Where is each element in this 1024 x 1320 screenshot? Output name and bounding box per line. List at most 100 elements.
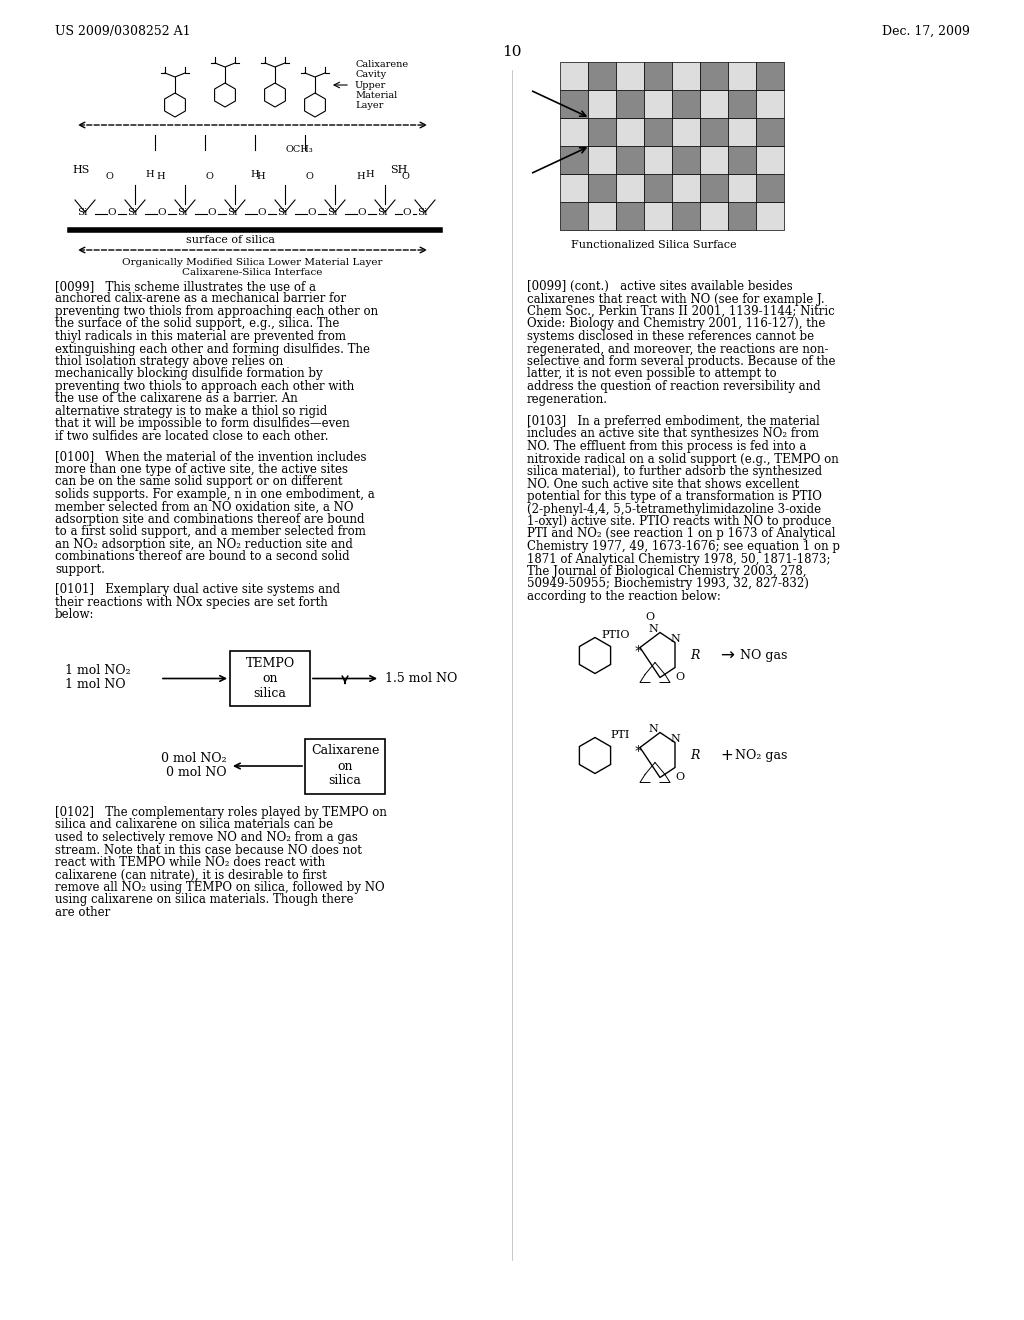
Text: N: N	[648, 624, 657, 635]
Text: Si: Si	[127, 209, 137, 216]
Text: TEMPO
on
silica: TEMPO on silica	[246, 657, 295, 700]
Text: 0 mol NO₂: 0 mol NO₂	[162, 752, 227, 766]
Bar	[560, 147, 588, 174]
FancyBboxPatch shape	[230, 651, 310, 706]
Text: [0100]   When the material of the invention includes: [0100] When the material of the inventio…	[55, 450, 367, 463]
Text: NO. One such active site that shows excellent: NO. One such active site that shows exce…	[527, 478, 799, 491]
Text: includes an active site that synthesizes NO₂ from: includes an active site that synthesizes…	[527, 428, 819, 441]
Text: [0099] (cont.)   active sites available besides: [0099] (cont.) active sites available be…	[527, 280, 793, 293]
Text: N: N	[648, 725, 657, 734]
Bar	[672, 117, 700, 147]
Bar	[672, 147, 700, 174]
Text: O: O	[206, 172, 214, 181]
Text: extinguishing each other and forming disulfides. The: extinguishing each other and forming dis…	[55, 342, 370, 355]
Bar	[700, 202, 728, 230]
Text: can be on the same solid support or on different: can be on the same solid support or on d…	[55, 475, 342, 488]
Text: H: H	[156, 172, 165, 181]
Bar	[700, 62, 728, 90]
Text: Chemistry 1977, 49, 1673-1676; see equation 1 on p: Chemistry 1977, 49, 1673-1676; see equat…	[527, 540, 840, 553]
Text: SH: SH	[390, 165, 408, 176]
Text: potential for this type of a transformation is PTIO: potential for this type of a transformat…	[527, 490, 822, 503]
Text: O: O	[306, 172, 314, 181]
Text: OCH₃: OCH₃	[285, 145, 312, 154]
Bar	[588, 90, 616, 117]
Text: O: O	[645, 612, 654, 623]
FancyBboxPatch shape	[305, 738, 385, 793]
Text: Si: Si	[377, 209, 387, 216]
Text: H: H	[356, 172, 365, 181]
Bar	[644, 202, 672, 230]
Bar	[728, 62, 756, 90]
Bar	[700, 117, 728, 147]
Text: O: O	[401, 172, 409, 181]
Text: latter, it is not even possible to attempt to: latter, it is not even possible to attem…	[527, 367, 776, 380]
Text: more than one type of active site, the active sites: more than one type of active site, the a…	[55, 463, 348, 477]
Text: PTI: PTI	[610, 730, 630, 739]
Bar	[672, 174, 700, 202]
Text: Calixarene
Cavity
Upper
Material
Layer: Calixarene Cavity Upper Material Layer	[355, 59, 409, 111]
Text: Si: Si	[177, 209, 187, 216]
Text: systems disclosed in these references cannot be: systems disclosed in these references ca…	[527, 330, 814, 343]
Text: Chem Soc., Perkin Trans II 2001, 1139-1144; Nitric: Chem Soc., Perkin Trans II 2001, 1139-11…	[527, 305, 835, 318]
Text: Organically Modified Silica Lower Material Layer
Calixarene-Silica Interface: Organically Modified Silica Lower Materi…	[122, 257, 382, 277]
Bar	[560, 117, 588, 147]
Text: 1 mol NO: 1 mol NO	[65, 678, 126, 690]
Text: calixarene (can nitrate), it is desirable to first: calixarene (can nitrate), it is desirabl…	[55, 869, 327, 882]
Text: Si: Si	[77, 209, 87, 216]
Bar	[700, 90, 728, 117]
Text: O: O	[675, 672, 684, 682]
Text: Dec. 17, 2009: Dec. 17, 2009	[882, 25, 970, 38]
Text: O: O	[106, 209, 116, 216]
Bar	[616, 147, 644, 174]
Bar	[756, 117, 784, 147]
Text: [0101]   Exemplary dual active site systems and: [0101] Exemplary dual active site system…	[55, 583, 340, 597]
Bar	[728, 202, 756, 230]
Text: [0102]   The complementary roles played by TEMPO on: [0102] The complementary roles played by…	[55, 807, 387, 818]
Text: H: H	[365, 170, 374, 180]
Text: O: O	[675, 772, 684, 783]
Text: [0099]   This scheme illustrates the use of a: [0099] This scheme illustrates the use o…	[55, 280, 316, 293]
Text: H: H	[250, 170, 259, 180]
Bar	[560, 174, 588, 202]
Text: 50949-50955; Biochemistry 1993, 32, 827-832): 50949-50955; Biochemistry 1993, 32, 827-…	[527, 578, 809, 590]
Bar	[672, 202, 700, 230]
Text: H: H	[256, 172, 264, 181]
Bar	[588, 174, 616, 202]
Text: the surface of the solid support, e.g., silica. The: the surface of the solid support, e.g., …	[55, 318, 339, 330]
Text: used to selectively remove NO and NO₂ from a gas: used to selectively remove NO and NO₂ fr…	[55, 832, 357, 843]
Text: support.: support.	[55, 564, 104, 576]
Bar	[756, 62, 784, 90]
Text: O: O	[207, 209, 216, 216]
Bar	[588, 62, 616, 90]
Bar	[560, 62, 588, 90]
Bar	[644, 90, 672, 117]
Text: Functionalized Silica Surface: Functionalized Silica Surface	[571, 240, 737, 249]
Bar	[644, 174, 672, 202]
Bar	[560, 202, 588, 230]
Bar	[588, 202, 616, 230]
Text: Si: Si	[227, 209, 238, 216]
Bar	[728, 90, 756, 117]
Text: NO₂ gas: NO₂ gas	[735, 748, 787, 762]
Text: O: O	[402, 209, 411, 216]
Text: using calixarene on silica materials. Though there: using calixarene on silica materials. Th…	[55, 894, 353, 907]
Bar	[588, 117, 616, 147]
Text: surface of silica: surface of silica	[185, 235, 274, 246]
Text: their reactions with NOx species are set forth: their reactions with NOx species are set…	[55, 597, 328, 609]
Bar	[700, 147, 728, 174]
Text: regenerated, and moreover, the reactions are non-: regenerated, and moreover, the reactions…	[527, 342, 828, 355]
Text: react with TEMPO while NO₂ does react with: react with TEMPO while NO₂ does react wi…	[55, 855, 326, 869]
Bar	[756, 90, 784, 117]
Text: Si: Si	[417, 209, 427, 216]
Text: 1871 of Analytical Chemistry 1978, 50, 1871-1873;: 1871 of Analytical Chemistry 1978, 50, 1…	[527, 553, 830, 565]
Text: N: N	[670, 734, 680, 744]
Text: member selected from an NO oxidation site, a NO: member selected from an NO oxidation sit…	[55, 500, 353, 513]
Text: mechanically blocking disulfide formation by: mechanically blocking disulfide formatio…	[55, 367, 323, 380]
Text: H: H	[145, 170, 154, 180]
Text: combinations thereof are bound to a second solid: combinations thereof are bound to a seco…	[55, 550, 349, 564]
Text: 1.5 mol NO: 1.5 mol NO	[385, 672, 458, 685]
Text: R: R	[690, 649, 699, 663]
Bar	[728, 147, 756, 174]
Text: nitroxide radical on a solid support (e.g., TEMPO on: nitroxide radical on a solid support (e.…	[527, 453, 839, 466]
Bar	[616, 174, 644, 202]
